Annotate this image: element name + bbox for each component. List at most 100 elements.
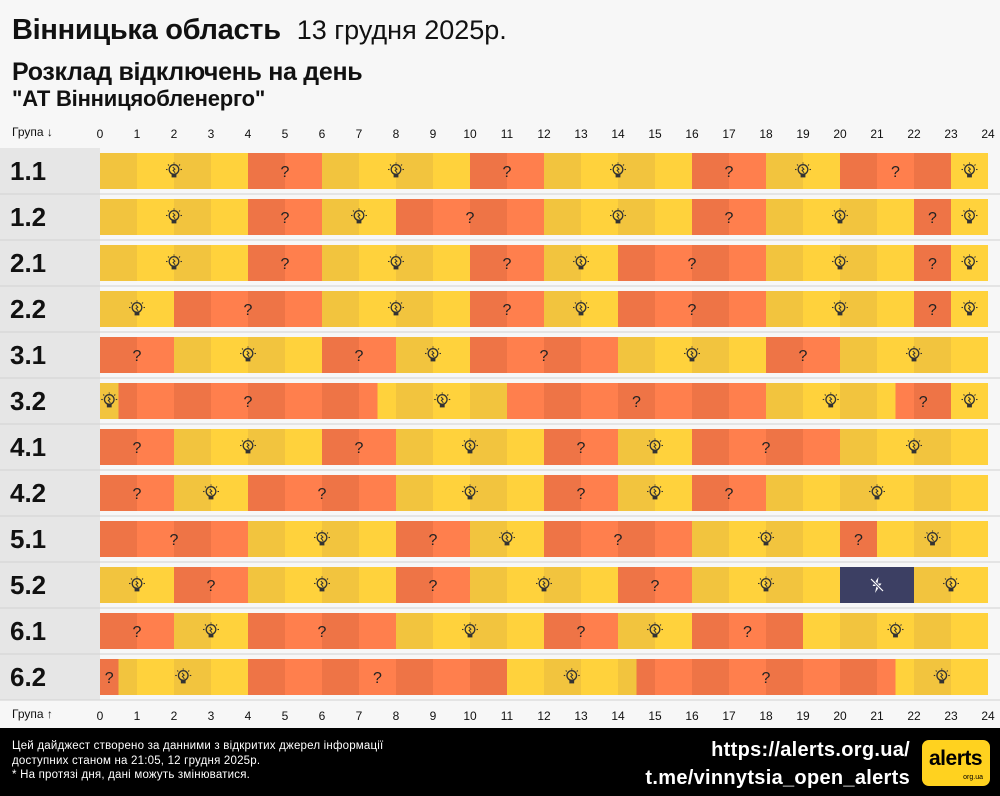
maybe-question-icon: ? — [318, 624, 327, 641]
segment-maybe — [285, 245, 322, 281]
segment-on — [544, 199, 581, 235]
segment-on — [729, 521, 766, 557]
light-bulb-icon — [961, 162, 978, 178]
segment-maybe — [544, 475, 581, 511]
segment-maybe — [914, 153, 951, 189]
segment-maybe — [581, 521, 618, 557]
maybe-question-icon: ? — [503, 256, 512, 273]
segment-maybe — [655, 567, 692, 603]
light-bulb-icon — [758, 530, 774, 546]
segment-maybe — [636, 659, 655, 695]
maybe-question-icon: ? — [928, 302, 937, 319]
segment-maybe — [729, 475, 766, 511]
light-bulb-icon — [240, 438, 256, 454]
segment-maybe — [544, 383, 581, 419]
segment-maybe — [359, 613, 396, 649]
telegram-link[interactable]: t.me/vinnytsia_open_alerts — [645, 767, 910, 789]
segment-on — [914, 567, 951, 603]
group-label: 4.1 — [10, 432, 46, 462]
segment-on — [655, 337, 692, 373]
group-label-cell — [0, 516, 100, 562]
segment-on — [877, 429, 914, 465]
segment-on — [655, 475, 692, 511]
segment-on — [396, 153, 433, 189]
segment-maybe — [174, 291, 211, 327]
segment-maybe — [618, 291, 655, 327]
segment-on — [396, 383, 433, 419]
segment-maybe — [100, 521, 137, 557]
segment-on — [211, 153, 248, 189]
hour-tick-label-top: 6 — [319, 127, 326, 141]
maybe-question-icon: ? — [466, 210, 475, 227]
light-bulb-icon — [536, 576, 552, 592]
maybe-question-icon: ? — [105, 670, 114, 687]
segment-on — [470, 521, 507, 557]
segment-maybe — [248, 383, 285, 419]
light-bulb-icon — [795, 162, 811, 178]
alerts-logo[interactable]: alerts org.ua — [922, 740, 990, 786]
segment-maybe — [914, 291, 951, 327]
segment-maybe — [507, 153, 544, 189]
segment-maybe — [692, 291, 729, 327]
segment-on — [100, 153, 137, 189]
hour-tick-label-top: 12 — [537, 127, 551, 141]
segment-on — [544, 659, 581, 695]
hour-tick-label-bottom: 17 — [722, 709, 736, 723]
segment-on — [840, 613, 877, 649]
group-label-cell — [0, 562, 100, 608]
segment-on — [211, 337, 248, 373]
segment-on — [359, 567, 396, 603]
segment-maybe — [766, 337, 803, 373]
light-bulb-icon — [462, 622, 478, 638]
segment-on — [470, 429, 507, 465]
group-label-cell — [0, 332, 100, 378]
segment-maybe — [322, 613, 359, 649]
maybe-question-icon: ? — [503, 302, 512, 319]
segment-maybe — [100, 613, 137, 649]
group-label: 1.2 — [10, 202, 46, 232]
light-bulb-icon — [647, 622, 663, 638]
light-bulb-icon — [166, 254, 182, 270]
hour-tick-label-top: 13 — [574, 127, 588, 141]
segment-on — [581, 153, 618, 189]
segment-on — [322, 521, 359, 557]
segment-maybe — [322, 429, 359, 465]
segment-on — [803, 153, 840, 189]
segment-on — [840, 383, 877, 419]
light-bulb-icon — [462, 438, 478, 454]
logo-subtext: org.ua — [963, 774, 983, 781]
segment-maybe — [877, 659, 896, 695]
maybe-question-icon: ? — [244, 394, 253, 411]
maybe-question-icon: ? — [503, 164, 512, 181]
segment-on — [877, 337, 914, 373]
light-bulb-icon — [425, 346, 441, 362]
segment-on — [618, 199, 655, 235]
segment-on — [137, 245, 174, 281]
segment-on — [618, 613, 655, 649]
hour-tick-label-bottom: 11 — [501, 709, 514, 723]
light-bulb-icon — [684, 346, 700, 362]
segment-maybe — [285, 153, 322, 189]
segment-on — [322, 199, 359, 235]
maybe-question-icon: ? — [133, 486, 142, 503]
segment-on — [581, 659, 618, 695]
light-bulb-icon — [166, 162, 182, 178]
segment-maybe — [692, 199, 729, 235]
hour-tick-label-bottom: 10 — [463, 709, 477, 723]
segment-on — [507, 613, 544, 649]
segment-on — [248, 337, 285, 373]
hour-tick-label-bottom: 12 — [537, 709, 551, 723]
segment-maybe — [137, 475, 174, 511]
segment-on — [507, 429, 544, 465]
segment-off — [877, 567, 914, 603]
hour-tick-label-top: 8 — [393, 127, 400, 141]
light-bulb-icon — [129, 300, 145, 316]
light-bulb-icon — [832, 254, 848, 270]
segment-on — [692, 521, 729, 557]
segment-on — [359, 245, 396, 281]
hour-tick-label-top: 5 — [282, 127, 289, 141]
site-link[interactable]: https://alerts.org.ua/ — [711, 739, 910, 761]
segment-on — [766, 383, 803, 419]
maybe-question-icon: ? — [281, 210, 290, 227]
segment-on — [581, 291, 618, 327]
